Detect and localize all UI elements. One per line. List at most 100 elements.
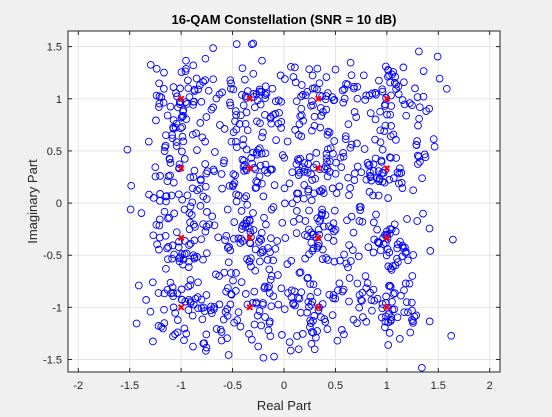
received-point: [408, 272, 417, 280]
received-point: [309, 230, 318, 239]
received-point: [123, 145, 132, 154]
received-point: [312, 149, 321, 157]
received-point: [306, 316, 315, 325]
received-point: [329, 237, 338, 245]
received-point: [307, 170, 316, 179]
received-point: [330, 227, 338, 236]
received-point: [159, 98, 168, 107]
received-point: [384, 66, 392, 74]
received-point: [255, 85, 264, 94]
reference-point: [177, 95, 185, 103]
received-point: [179, 107, 187, 116]
received-point: [263, 256, 272, 264]
axis-ticks: -2 -1.5 -1 -0.5 0 0.5 1 1.5 2 -1.5 -1 -0.5 0 0.5 1 1.5: [43, 31, 500, 392]
received-point: [286, 346, 295, 355]
received-point: [412, 311, 421, 320]
received-point: [390, 305, 399, 314]
received-point: [191, 294, 200, 303]
received-point: [219, 159, 228, 167]
received-point: [387, 122, 395, 130]
received-point: [270, 352, 278, 361]
received-point: [396, 237, 404, 246]
received-point: [178, 132, 187, 141]
received-point: [300, 181, 309, 189]
received-point: [261, 110, 269, 119]
received-point: [289, 299, 297, 307]
received-point: [383, 110, 391, 119]
received-point: [297, 92, 305, 101]
received-point: [414, 121, 422, 130]
received-point: [335, 182, 344, 191]
received-point: [277, 97, 286, 106]
received-point: [426, 247, 435, 255]
received-point: [218, 88, 226, 97]
received-point: [229, 234, 238, 243]
received-point: [253, 178, 262, 187]
received-point: [172, 228, 181, 237]
received-point: [148, 278, 157, 287]
received-point: [408, 315, 416, 324]
received-point: [397, 169, 406, 177]
received-point: [165, 154, 174, 163]
received-point: [220, 125, 229, 133]
received-point: [267, 234, 275, 243]
received-point: [369, 191, 377, 200]
received-point: [161, 141, 170, 150]
received-point: [227, 290, 235, 298]
received-point: [160, 68, 168, 77]
received-point: [237, 207, 246, 215]
received-point: [159, 324, 167, 333]
received-point: [186, 276, 195, 284]
received-point: [414, 160, 422, 168]
received-point: [306, 293, 315, 301]
received-point: [341, 132, 350, 141]
received-point: [307, 228, 315, 237]
received-point: [280, 305, 289, 314]
received-point: [331, 294, 340, 303]
received-point: [258, 246, 267, 254]
received-symbols: [123, 39, 457, 372]
received-point: [294, 131, 303, 139]
received-point: [247, 154, 256, 162]
received-point: [387, 91, 395, 100]
received-point: [392, 80, 401, 89]
reference-point: [246, 95, 254, 103]
received-point: [247, 40, 256, 49]
received-point: [316, 216, 325, 224]
received-point: [340, 94, 349, 103]
received-point: [378, 169, 387, 177]
received-point: [236, 239, 245, 247]
received-point: [342, 259, 351, 268]
received-point: [263, 283, 272, 292]
received-point: [231, 107, 240, 115]
received-point: [184, 76, 192, 85]
received-point: [365, 160, 374, 169]
received-point: [305, 250, 313, 259]
received-point: [171, 330, 179, 339]
reference-point: [177, 165, 185, 172]
received-point: [297, 111, 306, 120]
received-point: [160, 319, 169, 327]
received-point: [447, 331, 456, 340]
received-point: [162, 192, 170, 201]
received-point: [231, 171, 240, 180]
received-point: [169, 83, 178, 91]
received-point: [137, 209, 146, 217]
received-point: [413, 93, 422, 101]
received-point: [229, 276, 237, 285]
received-point: [189, 251, 198, 260]
received-point: [405, 99, 414, 107]
received-point: [366, 288, 374, 297]
received-point: [285, 179, 294, 188]
received-point: [368, 306, 376, 315]
received-point: [205, 220, 213, 229]
received-point: [292, 207, 301, 215]
received-point: [395, 334, 404, 343]
received-point: [188, 311, 197, 320]
received-point: [324, 127, 332, 136]
received-point: [224, 284, 232, 292]
received-point: [146, 60, 155, 69]
received-point: [182, 64, 190, 73]
received-point: [151, 172, 160, 181]
received-point: [300, 159, 309, 167]
